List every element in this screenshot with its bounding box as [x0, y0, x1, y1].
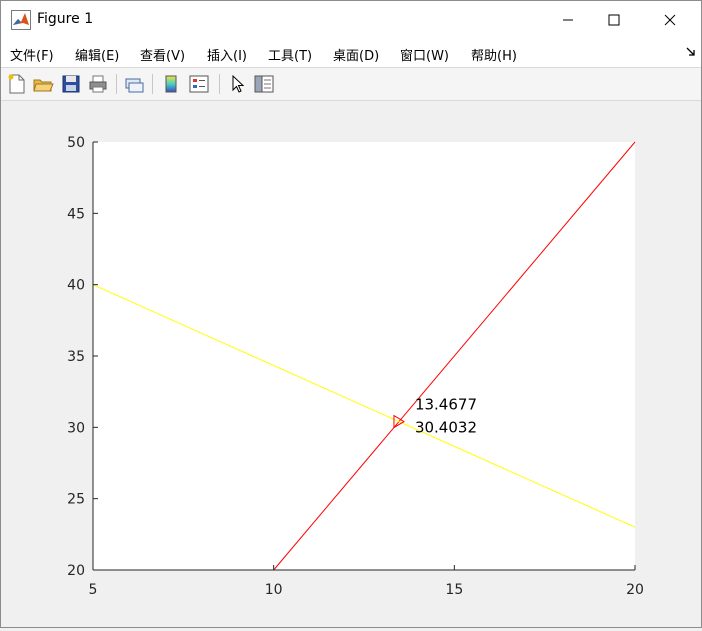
menu-insert[interactable]: 插入(I)	[207, 49, 247, 64]
pointer-icon[interactable]	[227, 73, 249, 95]
matlab-icon	[11, 10, 31, 30]
plot-svg: 20 25 30 35 40 45 50 5 10 15 20 13.4677 30.4032	[67, 135, 644, 598]
x-tick-label: 10	[265, 582, 283, 598]
y-tick-label: 20	[67, 563, 85, 579]
menu-window[interactable]: 窗口(W)	[400, 49, 449, 64]
close-icon	[664, 14, 676, 26]
menu-desktop[interactable]: 桌面(D)	[333, 49, 380, 64]
window-title: Figure 1	[37, 11, 94, 27]
colorbar-icon[interactable]	[160, 73, 182, 95]
link-plot-icon[interactable]	[123, 73, 145, 95]
y-tick-label: 45	[67, 206, 85, 222]
maximize-button[interactable]	[591, 1, 637, 39]
toolbar	[1, 68, 701, 101]
legend-icon[interactable]	[188, 73, 210, 95]
y-tick-label: 40	[67, 278, 85, 294]
property-inspector-icon[interactable]	[253, 73, 275, 95]
open-file-icon[interactable]	[32, 73, 54, 95]
x-tick-label: 20	[626, 582, 644, 598]
menu-help[interactable]: 帮助(H)	[471, 49, 517, 64]
y-tick-label: 50	[67, 135, 85, 151]
menu-edit[interactable]: 编辑(E)	[75, 49, 120, 64]
maximize-icon	[608, 14, 620, 26]
title-bar[interactable]: Figure 1	[1, 1, 701, 39]
toolbar-separator	[152, 74, 153, 94]
toolbar-separator	[116, 74, 117, 94]
y-tick-label: 35	[67, 349, 85, 365]
minimize-button[interactable]	[545, 1, 591, 39]
x-tick-label: 15	[445, 582, 463, 598]
annotation-label: 13.4677	[415, 396, 477, 414]
series-line-1[interactable]	[273, 141, 636, 571]
figure-canvas: 20 25 30 35 40 45 50 5 10 15 20 13.4677 30.4032	[1, 101, 701, 627]
annotation-label: 30.4032	[415, 419, 477, 437]
y-tick-label: 25	[67, 492, 85, 508]
series-line-2[interactable]	[92, 284, 636, 528]
toolbar-separator	[219, 74, 220, 94]
menu-tools[interactable]: 工具(T)	[268, 49, 313, 64]
menu-bar: 文件(F) 编辑(E) 查看(V) 插入(I) 工具(T) 桌面(D) 窗口(W…	[1, 39, 701, 68]
print-icon[interactable]	[87, 73, 109, 95]
save-icon[interactable]	[60, 73, 82, 95]
x-tick-label: 5	[89, 582, 98, 598]
y-tick-label: 30	[67, 420, 85, 436]
dock-arrow-icon[interactable]	[686, 47, 696, 57]
close-button[interactable]	[647, 1, 693, 39]
menu-file[interactable]: 文件(F)	[10, 49, 54, 64]
axes-background[interactable]	[93, 142, 635, 570]
menu-view[interactable]: 查看(V)	[140, 49, 186, 64]
minimize-icon	[563, 19, 573, 21]
intersection-marker[interactable]	[393, 414, 405, 429]
new-figure-icon[interactable]	[6, 73, 28, 95]
